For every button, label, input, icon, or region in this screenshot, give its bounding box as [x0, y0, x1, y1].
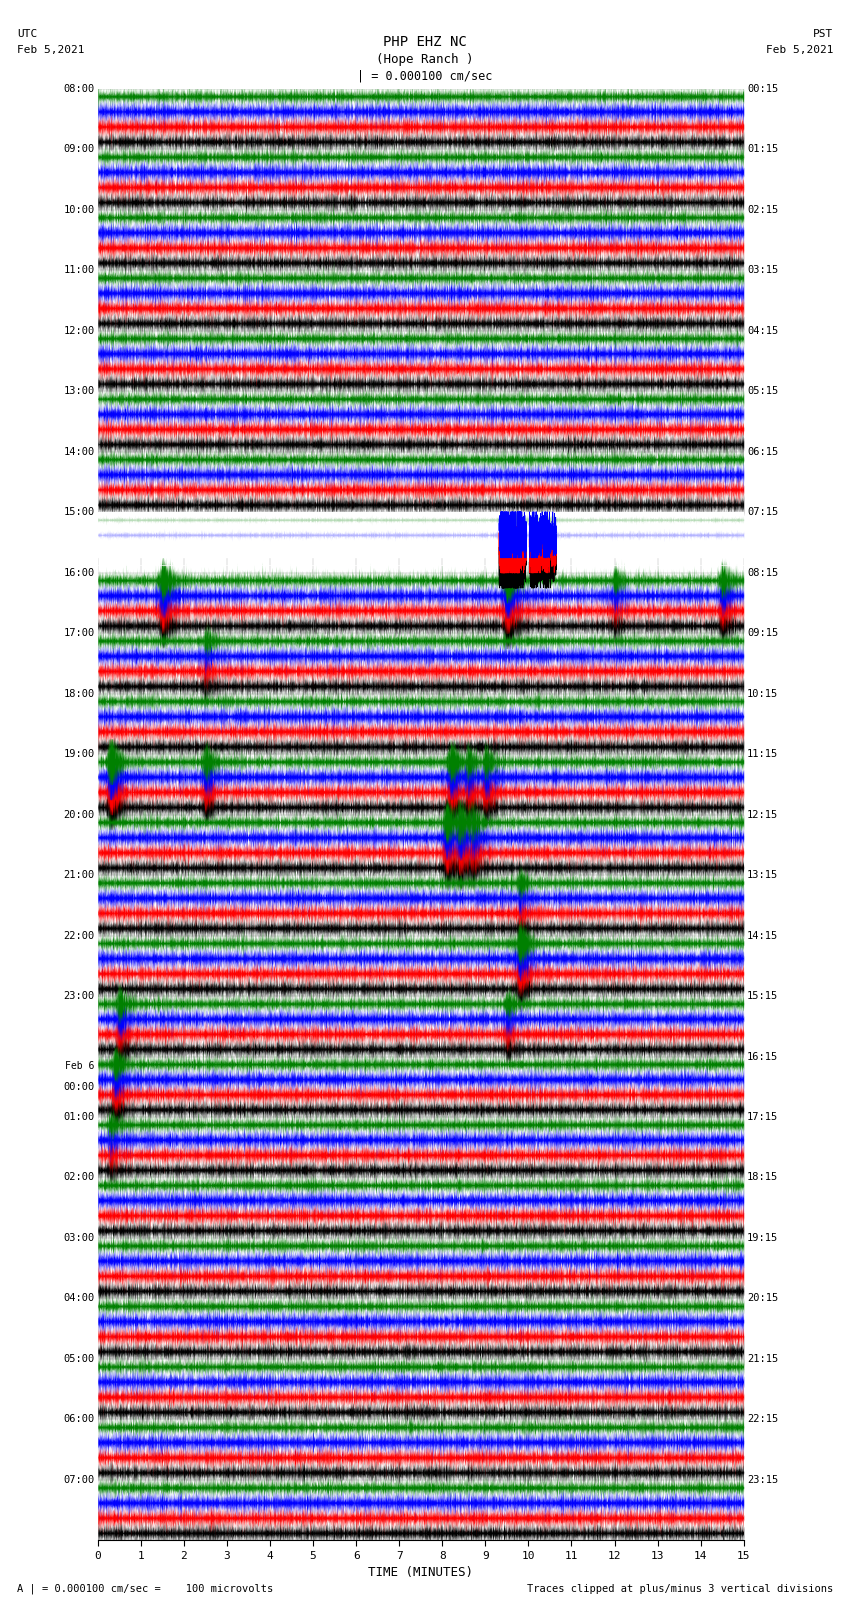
Text: 02:00: 02:00 — [63, 1173, 94, 1182]
Text: 07:15: 07:15 — [747, 506, 779, 518]
Text: Traces clipped at plus/minus 3 vertical divisions: Traces clipped at plus/minus 3 vertical … — [527, 1584, 833, 1594]
Text: 13:15: 13:15 — [747, 869, 779, 881]
Text: 11:00: 11:00 — [63, 265, 94, 276]
Text: 11:15: 11:15 — [747, 748, 779, 760]
Text: 00:00: 00:00 — [63, 1082, 94, 1092]
Text: 10:00: 10:00 — [63, 205, 94, 215]
Text: 19:15: 19:15 — [747, 1232, 779, 1244]
Text: 16:00: 16:00 — [63, 568, 94, 577]
Bar — [98, 513, 744, 558]
Text: 01:15: 01:15 — [747, 144, 779, 155]
Text: PHP EHZ NC: PHP EHZ NC — [383, 35, 467, 50]
Text: 01:00: 01:00 — [63, 1111, 94, 1123]
X-axis label: TIME (MINUTES): TIME (MINUTES) — [368, 1566, 473, 1579]
Text: 21:15: 21:15 — [747, 1353, 779, 1365]
Text: 18:00: 18:00 — [63, 689, 94, 698]
Text: UTC: UTC — [17, 29, 37, 39]
Text: Feb 6: Feb 6 — [65, 1061, 94, 1071]
Text: 10:15: 10:15 — [747, 689, 779, 698]
Text: 04:15: 04:15 — [747, 326, 779, 336]
Text: 19:00: 19:00 — [63, 748, 94, 760]
Text: 04:00: 04:00 — [63, 1294, 94, 1303]
Text: 15:15: 15:15 — [747, 990, 779, 1002]
Text: Feb 5,2021: Feb 5,2021 — [766, 45, 833, 55]
Text: 08:00: 08:00 — [63, 84, 94, 94]
Text: 21:00: 21:00 — [63, 869, 94, 881]
Text: Feb 5,2021: Feb 5,2021 — [17, 45, 84, 55]
Text: 05:15: 05:15 — [747, 386, 779, 397]
Text: 13:00: 13:00 — [63, 386, 94, 397]
Text: 16:15: 16:15 — [747, 1052, 779, 1061]
Text: 06:15: 06:15 — [747, 447, 779, 456]
Text: 12:15: 12:15 — [747, 810, 779, 819]
Text: 03:00: 03:00 — [63, 1232, 94, 1244]
Text: 03:15: 03:15 — [747, 265, 779, 276]
Text: 07:00: 07:00 — [63, 1474, 94, 1486]
Text: 20:15: 20:15 — [747, 1294, 779, 1303]
Text: 09:00: 09:00 — [63, 144, 94, 155]
Text: 17:00: 17:00 — [63, 627, 94, 639]
Text: 12:00: 12:00 — [63, 326, 94, 336]
Text: 08:15: 08:15 — [747, 568, 779, 577]
Text: 18:15: 18:15 — [747, 1173, 779, 1182]
Text: 22:15: 22:15 — [747, 1415, 779, 1424]
Text: A | = 0.000100 cm/sec =    100 microvolts: A | = 0.000100 cm/sec = 100 microvolts — [17, 1582, 273, 1594]
Text: 14:15: 14:15 — [747, 931, 779, 940]
Text: 23:00: 23:00 — [63, 990, 94, 1002]
Text: 20:00: 20:00 — [63, 810, 94, 819]
Text: 22:00: 22:00 — [63, 931, 94, 940]
Text: 06:00: 06:00 — [63, 1415, 94, 1424]
Text: (Hope Ranch ): (Hope Ranch ) — [377, 53, 473, 66]
Text: 17:15: 17:15 — [747, 1111, 779, 1123]
Text: 00:15: 00:15 — [747, 84, 779, 94]
Text: PST: PST — [813, 29, 833, 39]
Text: | = 0.000100 cm/sec: | = 0.000100 cm/sec — [357, 69, 493, 82]
Text: 05:00: 05:00 — [63, 1353, 94, 1365]
Text: 14:00: 14:00 — [63, 447, 94, 456]
Text: 23:15: 23:15 — [747, 1474, 779, 1486]
Text: 02:15: 02:15 — [747, 205, 779, 215]
Text: 15:00: 15:00 — [63, 506, 94, 518]
Text: 09:15: 09:15 — [747, 627, 779, 639]
